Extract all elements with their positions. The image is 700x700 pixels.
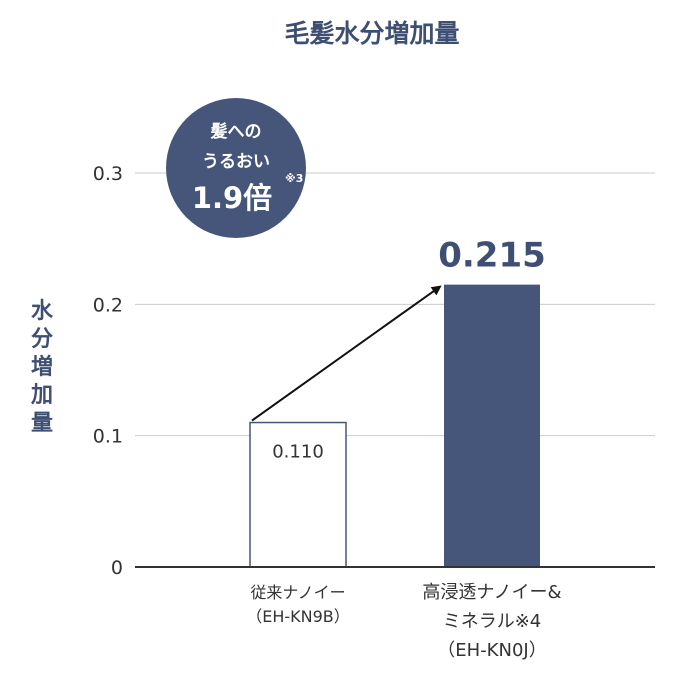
bars <box>249 284 540 568</box>
x-category-label: 従来ナノイー <box>250 583 345 602</box>
y-axis-label-char: 増 <box>31 354 53 380</box>
data-label: 0.110 <box>272 442 324 463</box>
x-category-labels: 従来ナノイー （EH-KN9B） 高浸透ナノイー&ミネラル※4 （EH-KN0J） <box>246 582 561 661</box>
increase-arrow <box>251 285 442 422</box>
y-tick-label: 0.3 <box>93 163 123 185</box>
x-category-label: ミネラル※4 <box>443 611 542 632</box>
data-labels: 0.110 0.215 <box>272 236 546 463</box>
y-tick-labels: 0 0.1 0.2 0.3 <box>93 163 123 579</box>
y-axis-label-char: 加 <box>30 383 53 408</box>
callout-note: ※3 <box>285 172 303 185</box>
callout-line3: 1.9倍 <box>192 181 272 215</box>
y-axis-label-char: 量 <box>31 411 53 436</box>
bar-conventional <box>249 421 347 568</box>
y-tick-label: 0 <box>111 557 123 579</box>
y-axis-label: 水分増加量 <box>30 299 54 436</box>
y-tick-label: 0.2 <box>93 294 123 316</box>
x-category-label: （EH-KN0J） <box>437 640 546 661</box>
data-label: 0.215 <box>438 236 546 276</box>
y-axis-label-char: 分 <box>31 327 53 352</box>
y-tick-label: 0.1 <box>93 426 123 448</box>
x-category-label: （EH-KN9B） <box>246 607 350 626</box>
y-axis-label-char: 水 <box>31 299 54 324</box>
callout-circle <box>166 98 306 238</box>
x-category-label: 高浸透ナノイー& <box>422 582 561 603</box>
callout-bubble: 髪への うるおい 1.9倍 ※3 <box>166 98 306 238</box>
bar-high-penetration <box>444 284 540 567</box>
callout-line2: うるおい <box>202 152 270 172</box>
chart-title: 毛髪水分増加量 <box>284 19 459 48</box>
callout-line1: 髪への <box>210 121 262 142</box>
